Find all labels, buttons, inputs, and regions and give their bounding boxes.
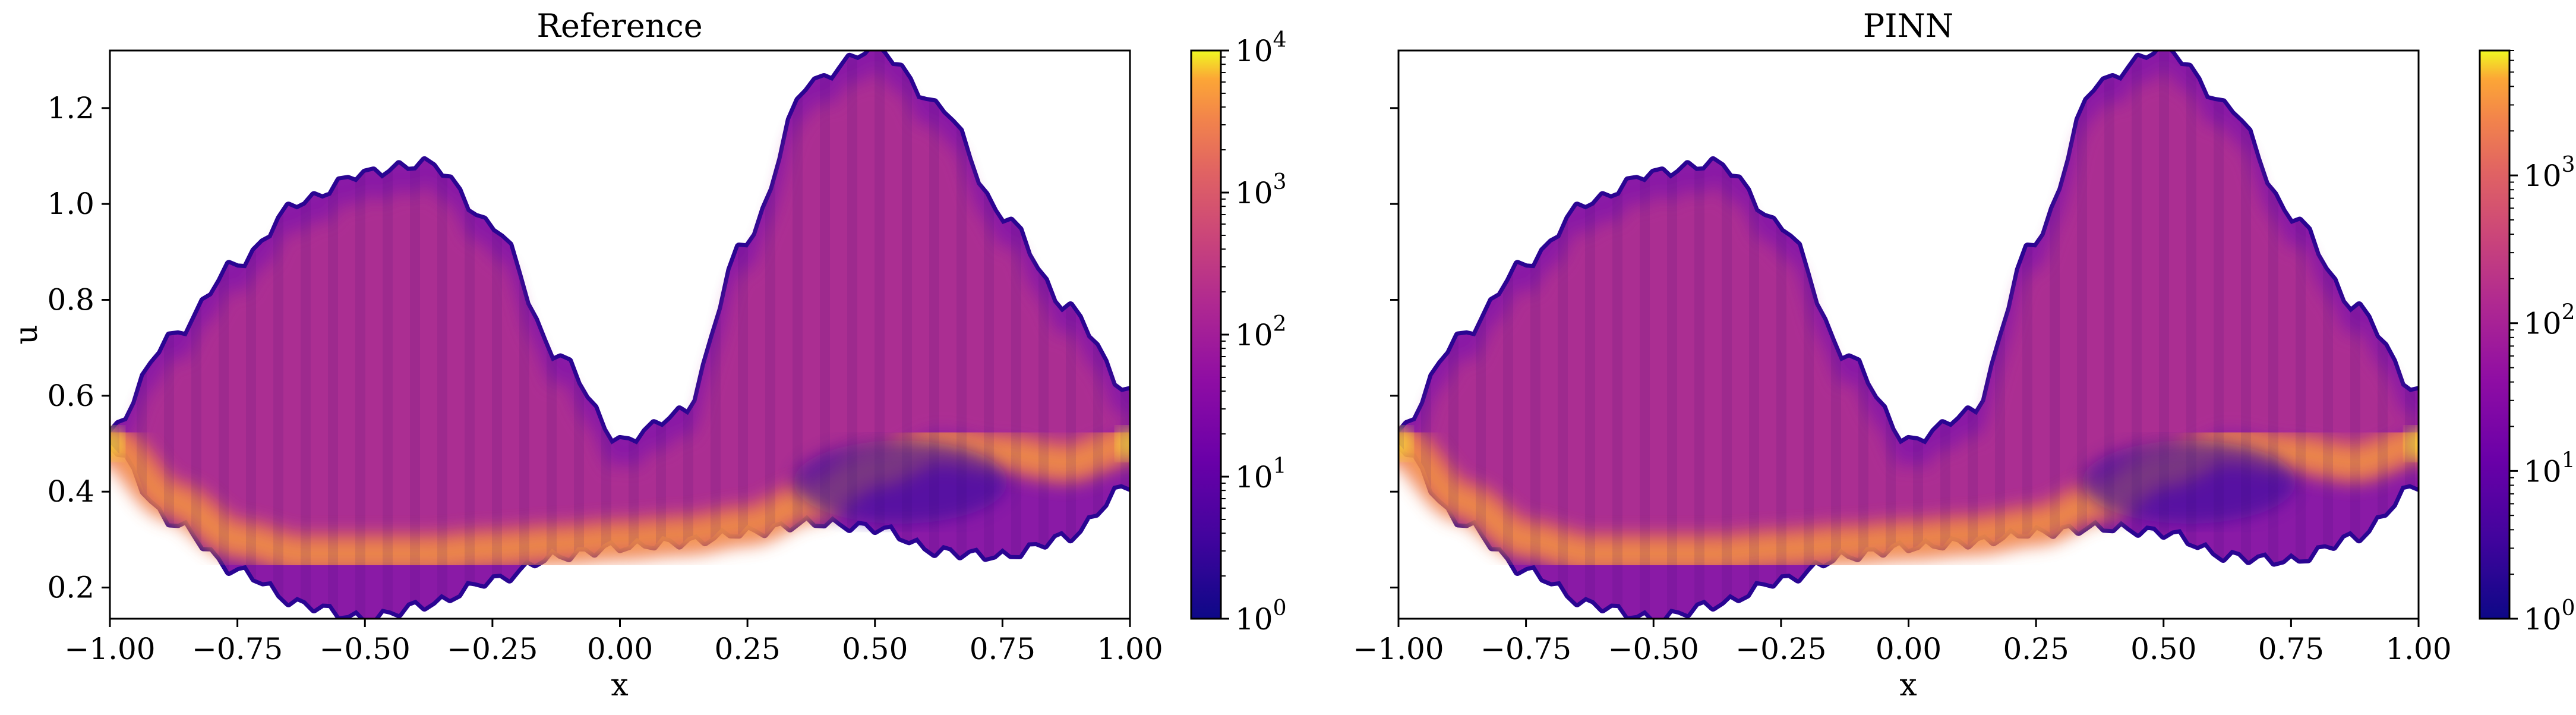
colorbar-tick-label: 102 — [1235, 312, 1287, 352]
x-tick-label: 0.50 — [2130, 632, 2196, 666]
x-tick-label: 0.50 — [842, 632, 908, 666]
panel-title-pinn: PINN — [1863, 7, 1953, 45]
panel-pinn: PINN −1.00 −0.75 −0.50 −0.25 0.00 0.25 0.50 0.7… — [1353, 7, 2575, 703]
y-tick-label: 1.0 — [47, 187, 94, 221]
x-tick-label: −0.25 — [1735, 632, 1826, 666]
y-tick-label: 0.8 — [47, 283, 94, 317]
y-axis-label-reference: u — [9, 325, 45, 345]
y-axis-pinn — [1390, 107, 1399, 589]
y-tick-label: 1.2 — [47, 91, 94, 125]
x-tick-label: −0.25 — [447, 632, 538, 666]
panel-reference: Reference −1.00 −0.75 −0.50 −0.25 0.00 0.25 0.… — [9, 7, 1287, 703]
x-axis-label-reference: x — [611, 667, 628, 703]
heatmap-reference — [110, 51, 1130, 619]
x-tick-label: 0.25 — [2003, 632, 2069, 666]
colorbar-tick-label: 103 — [2524, 153, 2575, 193]
colorbar-tick-label: 101 — [2524, 448, 2575, 489]
colorbar-gradient — [2480, 51, 2509, 619]
colorbar-tick-label: 100 — [2524, 596, 2575, 637]
panel-title-reference: Reference — [536, 7, 702, 45]
colorbar-tick-label: 104 — [1235, 28, 1287, 68]
x-tick-label: −1.00 — [1353, 632, 1444, 666]
x-axis-label-pinn: x — [1899, 667, 1917, 703]
y-axis-reference: 0.2 0.4 0.6 0.8 1.0 1.2 — [47, 91, 110, 605]
x-tick-label: 1.00 — [1097, 632, 1163, 666]
colorbar-tick-label: 102 — [2524, 301, 2575, 341]
x-tick-label: 1.00 — [2385, 632, 2451, 666]
stripe-texture — [110, 51, 1130, 619]
colorbar-gradient — [1191, 51, 1221, 619]
y-tick-label: 0.2 — [47, 571, 94, 605]
x-tick-label: −0.50 — [1608, 632, 1699, 666]
x-tick-label: −0.50 — [320, 632, 411, 666]
x-tick-label: −0.75 — [1480, 632, 1571, 666]
x-tick-label: −0.75 — [192, 632, 283, 666]
x-axis-reference: −1.00 −0.75 −0.50 −0.25 0.00 0.25 0.50 0.75 1.00 — [64, 619, 1163, 666]
colorbar-frame — [2479, 49, 2511, 620]
x-axis-pinn: −1.00 −0.75 −0.50 −0.25 0.00 0.25 0.50 0.75 1.00 — [1353, 619, 2452, 666]
x-tick-label: 0.00 — [1876, 632, 1942, 666]
colorbar-pinn: 100 101 102 103 — [2479, 49, 2575, 637]
x-tick-label: 0.75 — [2258, 632, 2324, 666]
colorbar-tick-label: 101 — [1235, 454, 1287, 494]
x-tick-label: −1.00 — [64, 632, 155, 666]
colorbar-tick-label: 100 — [1235, 596, 1287, 637]
stripe-texture — [1399, 51, 2419, 619]
colorbar-tick-label: 103 — [1235, 170, 1287, 210]
x-tick-label: 0.25 — [714, 632, 780, 666]
heatmap-pinn — [1399, 51, 2419, 619]
colorbar-reference: 100 101 102 103 104 — [1190, 28, 1287, 637]
x-tick-label: 0.00 — [587, 632, 653, 666]
y-tick-label: 0.6 — [47, 379, 94, 413]
x-tick-label: 0.75 — [970, 632, 1036, 666]
y-tick-label: 0.4 — [47, 474, 94, 509]
